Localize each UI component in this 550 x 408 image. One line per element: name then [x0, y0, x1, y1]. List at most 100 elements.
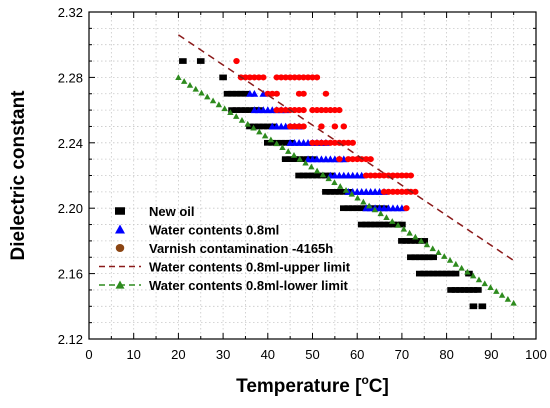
data-point — [349, 156, 356, 163]
lower-limit-marker — [423, 241, 431, 248]
legend-label: Varnish contamination -4165h — [149, 241, 333, 256]
y-axis-title: Dielectric constant — [8, 90, 29, 261]
data-point — [394, 172, 401, 179]
data-point — [273, 74, 280, 81]
lower-limit-marker — [348, 190, 356, 197]
data-point — [389, 221, 397, 228]
lower-limit-marker — [469, 272, 477, 279]
legend-label: Water contents 0.8ml — [149, 223, 279, 238]
y-tick-label: 2.28 — [58, 70, 83, 85]
data-point — [478, 303, 487, 310]
data-point — [465, 287, 473, 293]
data-point — [300, 107, 307, 114]
lower-limit-marker — [394, 222, 402, 228]
data-point — [286, 74, 294, 81]
data-point — [219, 74, 227, 81]
lower-limit-marker — [215, 101, 223, 108]
data-point — [273, 107, 280, 114]
data-point — [291, 123, 298, 130]
data-point — [326, 189, 335, 195]
data-point — [313, 172, 321, 179]
lower-limit-marker — [209, 97, 217, 104]
lower-limit-marker — [238, 116, 246, 123]
data-point — [407, 238, 415, 244]
data-point — [282, 74, 289, 81]
data-point — [331, 139, 339, 146]
data-point — [255, 123, 263, 130]
data-point — [228, 90, 236, 97]
lower-limit-marker — [296, 155, 303, 162]
data-point — [340, 123, 348, 130]
data-point — [367, 156, 374, 163]
legend-label: Water contents 0.8ml-lower limit — [149, 278, 349, 293]
data-point — [469, 303, 478, 310]
data-point — [300, 90, 307, 97]
legend-label: New oil — [149, 204, 195, 219]
data-point — [281, 156, 290, 162]
lower-limit-marker — [244, 120, 251, 127]
data-point — [411, 254, 420, 261]
data-point — [295, 123, 303, 130]
lower-limit-marker — [354, 194, 361, 201]
lower-limit-marker — [504, 295, 512, 302]
data-point — [469, 287, 478, 293]
data-point — [295, 90, 303, 97]
legend-swatch — [115, 224, 125, 234]
lower-limit-marker — [417, 237, 425, 244]
lower-limit-marker — [360, 198, 367, 205]
lower-limit-marker — [279, 144, 286, 150]
lower-limit-marker — [429, 245, 436, 252]
data-point — [415, 254, 424, 261]
x-axis-title-unit: C] — [369, 376, 389, 397]
data-point — [196, 58, 205, 64]
data-point — [336, 107, 343, 114]
data-point — [344, 205, 353, 212]
data-point — [403, 172, 410, 179]
data-point — [268, 139, 277, 146]
lower-limit-marker — [371, 206, 379, 213]
x-tick-label: 70 — [395, 347, 409, 362]
data-point — [331, 189, 339, 195]
data-point — [403, 188, 410, 195]
x-axis-title-main: Temperature [ — [236, 376, 362, 397]
data-point — [299, 156, 308, 162]
data-point — [281, 139, 290, 146]
data-point — [250, 89, 259, 97]
legend-item: Water contents 0.8ml — [115, 223, 279, 238]
lower-limit-marker — [261, 132, 269, 139]
data-point — [398, 172, 406, 179]
data-point — [335, 189, 344, 195]
data-point — [407, 172, 415, 179]
lower-limit-marker — [308, 163, 315, 170]
data-point — [398, 221, 406, 228]
lower-limit-marker — [435, 249, 442, 256]
legend-swatch — [115, 280, 125, 289]
data-point — [415, 270, 424, 277]
data-point — [309, 107, 316, 114]
series-4 — [175, 74, 517, 306]
x-tick-label: 50 — [305, 347, 319, 362]
lower-limit-marker — [186, 81, 194, 88]
data-point — [295, 107, 303, 114]
data-point — [348, 205, 357, 212]
data-point — [264, 139, 272, 146]
data-point — [447, 287, 455, 293]
data-point — [420, 254, 429, 261]
data-point — [269, 90, 276, 97]
data-point — [327, 139, 334, 146]
data-point — [389, 188, 397, 195]
data-point — [241, 90, 250, 97]
data-point — [322, 172, 330, 179]
legend-label: Water contents 0.8ml-upper limit — [149, 260, 351, 275]
data-point — [246, 74, 254, 81]
lower-limit-marker — [383, 214, 390, 221]
data-point — [389, 172, 397, 179]
x-tick-label: 100 — [525, 347, 547, 362]
lower-limit-marker — [510, 299, 517, 306]
legend-item: Water contents 0.8ml-lower limit — [99, 278, 349, 293]
data-point — [339, 205, 348, 212]
data-point — [246, 107, 254, 113]
lower-limit-marker — [377, 210, 384, 217]
data-point — [433, 270, 442, 277]
data-point — [407, 254, 415, 261]
